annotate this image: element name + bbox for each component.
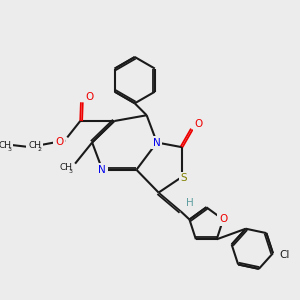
Text: O: O xyxy=(55,137,63,147)
Text: H: H xyxy=(186,198,194,208)
Text: S: S xyxy=(181,173,188,183)
Text: 3: 3 xyxy=(68,169,72,174)
Text: N: N xyxy=(98,165,106,175)
Text: O: O xyxy=(219,214,227,224)
Text: CH: CH xyxy=(59,163,72,172)
Text: O: O xyxy=(85,92,94,101)
Text: 3: 3 xyxy=(7,147,11,152)
Text: N: N xyxy=(153,137,161,148)
Text: O: O xyxy=(195,119,203,129)
Text: Cl: Cl xyxy=(279,250,290,260)
Text: CH: CH xyxy=(0,141,11,150)
Text: 2: 2 xyxy=(37,147,41,152)
Text: CH: CH xyxy=(28,141,41,150)
